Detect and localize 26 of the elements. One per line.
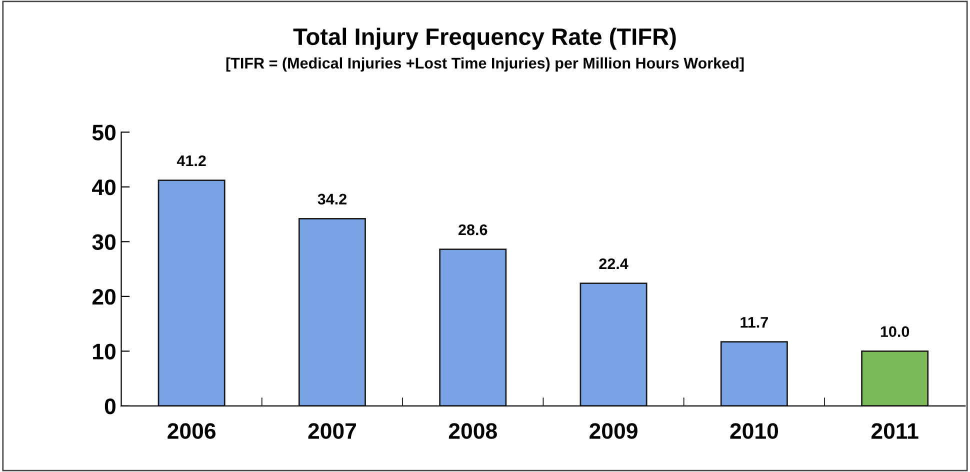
- data-label: 28.6: [458, 224, 488, 236]
- y-tick-label: 0: [104, 398, 116, 414]
- data-label: 41.2: [176, 155, 206, 166]
- bar: [439, 248, 507, 406]
- bar: [158, 180, 226, 406]
- y-tick-label: 40: [92, 179, 116, 196]
- x-tick-label: 2008: [448, 423, 497, 439]
- bar: [861, 350, 929, 406]
- y-tick-label: 10: [93, 344, 116, 360]
- data-label: 10.0: [880, 326, 910, 338]
- data-label: 34.2: [318, 194, 346, 205]
- bar: [580, 282, 648, 406]
- bar: [720, 341, 788, 406]
- bar: [298, 218, 366, 406]
- x-tick-label: 2006: [168, 423, 216, 439]
- x-tick-label: 2007: [308, 423, 356, 439]
- y-tick-label: 30: [92, 234, 116, 250]
- y-tick-label: 20: [92, 288, 116, 305]
- data-label: 22.4: [599, 258, 628, 269]
- data-label: 11.7: [740, 317, 768, 328]
- chart-subtitle: [TIFR = (Medical Injuries +Lost Time Injuries) per Million Hours Worked]: [226, 57, 744, 72]
- x-tick-label: 2010: [730, 423, 778, 439]
- y-tick-label: 50: [92, 124, 116, 140]
- chart-title: Total Injury Frequency Rate (TIFR): [293, 28, 676, 50]
- x-tick-label: 2011: [871, 423, 918, 439]
- x-tick-label: 2009: [590, 423, 638, 439]
